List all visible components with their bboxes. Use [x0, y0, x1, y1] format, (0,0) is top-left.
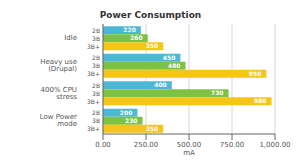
- svg-text:230: 230: [125, 117, 138, 124]
- svg-text:3B+: 3B+: [87, 43, 100, 50]
- svg-text:950: 950: [249, 70, 262, 77]
- svg-text:480: 480: [168, 62, 181, 69]
- svg-text:mA: mA: [183, 149, 195, 157]
- svg-text:980: 980: [254, 97, 267, 104]
- svg-text:200: 200: [120, 109, 133, 116]
- svg-text:3B+: 3B+: [87, 125, 100, 132]
- svg-text:3B: 3B: [92, 90, 100, 97]
- svg-text:3B: 3B: [92, 35, 100, 42]
- svg-text:1,000.00: 1,000.00: [259, 141, 290, 149]
- svg-text:450: 450: [163, 54, 176, 61]
- svg-text:220: 220: [123, 26, 136, 33]
- svg-text:400: 400: [154, 81, 167, 88]
- svg-text:350: 350: [146, 42, 159, 49]
- svg-text:500.00: 500.00: [177, 141, 202, 149]
- svg-text:2B: 2B: [92, 54, 100, 61]
- svg-text:Heavy use(Drupal): Heavy use(Drupal): [40, 58, 77, 73]
- svg-text:Idle: Idle: [64, 34, 77, 42]
- svg-text:250.00: 250.00: [134, 141, 159, 149]
- svg-text:2B: 2B: [92, 27, 100, 34]
- svg-text:0.00: 0.00: [95, 141, 111, 149]
- svg-text:2B: 2B: [92, 82, 100, 89]
- svg-text:2B: 2B: [92, 109, 100, 116]
- svg-text:3B+: 3B+: [87, 70, 100, 77]
- svg-text:730: 730: [211, 89, 224, 96]
- svg-text:3B: 3B: [92, 62, 100, 69]
- html-text:Power Consumption: Power Consumption: [99, 10, 202, 20]
- svg-text:Low Powermode: Low Powermode: [40, 113, 77, 128]
- svg-text:3B: 3B: [92, 117, 100, 124]
- svg-text:400% CPUstress: 400% CPUstress: [41, 86, 78, 101]
- svg-text:350: 350: [146, 125, 159, 132]
- svg-text:260: 260: [130, 34, 143, 41]
- svg-text:750.00: 750.00: [220, 141, 245, 149]
- svg-text:3B+: 3B+: [87, 98, 100, 105]
